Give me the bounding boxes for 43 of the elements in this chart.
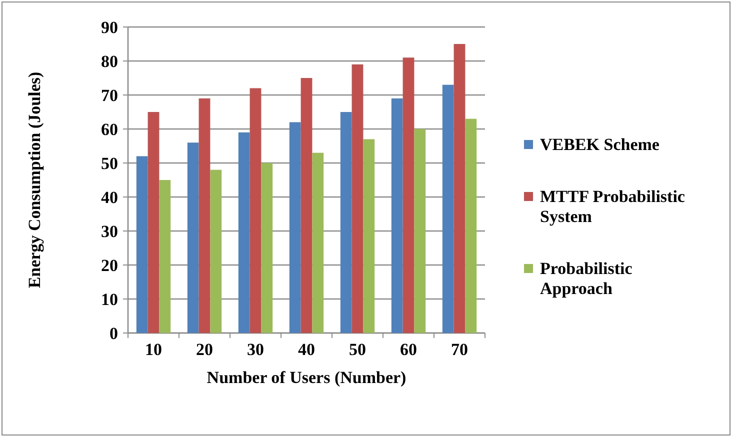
y-tick-label: 90 bbox=[101, 18, 118, 37]
x-axis-title: Number of Users (Number) bbox=[206, 368, 406, 387]
x-tick-label: 10 bbox=[145, 340, 162, 359]
bar bbox=[187, 142, 199, 333]
bar bbox=[210, 170, 222, 333]
bar bbox=[465, 118, 477, 333]
bar bbox=[250, 88, 262, 333]
y-tick-label: 80 bbox=[101, 52, 118, 71]
bar bbox=[300, 78, 312, 333]
bar bbox=[402, 58, 414, 333]
bar bbox=[148, 112, 160, 333]
x-tick-label: 70 bbox=[451, 340, 468, 359]
bar bbox=[454, 44, 466, 333]
y-tick-label: 0 bbox=[110, 324, 118, 343]
x-tick-label: 60 bbox=[400, 340, 417, 359]
legend-label: Probabilistic Approach bbox=[540, 259, 633, 298]
y-tick-label: 20 bbox=[101, 256, 118, 275]
y-tick-label: 40 bbox=[101, 188, 118, 207]
y-axis-title: Energy Consumption (Joules) bbox=[25, 72, 44, 288]
bar bbox=[238, 132, 250, 333]
bar bbox=[312, 152, 324, 333]
bar bbox=[289, 122, 301, 333]
y-tick-label: 60 bbox=[101, 120, 118, 139]
x-tick-label: 50 bbox=[349, 340, 366, 359]
x-tick-label: 40 bbox=[298, 340, 315, 359]
x-tick-label: 20 bbox=[196, 340, 213, 359]
bar bbox=[340, 112, 352, 333]
bar bbox=[442, 84, 454, 333]
y-tick-label: 70 bbox=[101, 86, 118, 105]
x-tick-label: 30 bbox=[247, 340, 264, 359]
bar bbox=[414, 129, 426, 333]
bar bbox=[261, 163, 273, 333]
bar bbox=[159, 180, 171, 333]
bar bbox=[391, 98, 403, 333]
y-tick-label: 50 bbox=[101, 154, 118, 173]
bar bbox=[352, 64, 364, 333]
legend-label: VEBEK Scheme bbox=[540, 135, 660, 154]
legend-label: MTTF Probabilistic System bbox=[540, 187, 686, 226]
y-tick-label: 30 bbox=[101, 222, 118, 241]
bar bbox=[136, 156, 148, 333]
bar bbox=[363, 139, 375, 333]
bar bbox=[198, 98, 210, 333]
y-tick-label: 10 bbox=[101, 290, 118, 309]
